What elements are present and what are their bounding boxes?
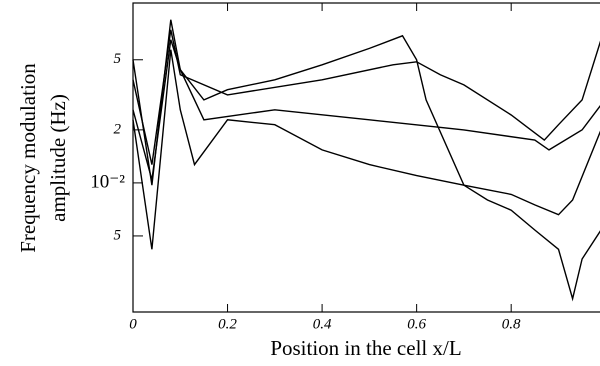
x-tick-label: 0.2: [218, 316, 237, 332]
x-tick-label: 0.8: [502, 316, 521, 332]
plot-frame: [132, 2, 600, 313]
data-line: [132, 19, 600, 302]
y-tick-label: 5: [114, 227, 122, 243]
y-axis-label: Frequency modulation: [16, 63, 40, 253]
y-tick-label: 5: [114, 51, 122, 67]
data-line: [132, 49, 600, 250]
x-tick-label: 0: [129, 316, 137, 332]
y-tick-label: 10⁻²: [90, 171, 125, 192]
data-line: [132, 29, 600, 165]
x-tick-label: 0.4: [313, 316, 332, 332]
x-axis-label: Position in the cell x/L: [270, 336, 461, 360]
data-line: [132, 39, 600, 181]
y-axis-label: amplitude (Hz): [46, 94, 70, 222]
y-tick-label: 2: [114, 121, 122, 137]
x-tick-label: 0.6: [407, 316, 426, 332]
